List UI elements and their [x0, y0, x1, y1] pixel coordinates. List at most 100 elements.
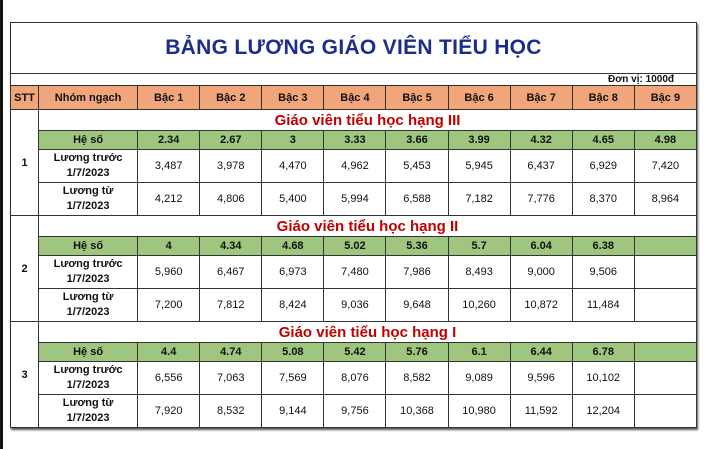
value-cell: 7,420: [633, 149, 698, 183]
value-cell: 7,920: [137, 394, 201, 428]
row-label: Lương trước 1/7/2023: [38, 255, 139, 289]
value-cell: 11,484: [571, 288, 635, 322]
value-cell: 6,929: [571, 149, 635, 183]
row-label: Hệ số: [38, 236, 139, 256]
table-row: Lương từ 1/7/2023 7,200 7,812 8,424 9,036 9,64…: [11, 288, 698, 322]
left-edge: [0, 0, 3, 449]
value-cell: 8,370: [571, 182, 635, 216]
value-cell: 9,036: [323, 288, 387, 322]
row-label: Lương từ 1/7/2023: [38, 288, 139, 322]
value-cell: 2.34: [137, 130, 201, 150]
value-cell: 9,648: [385, 288, 449, 322]
value-cell: 10,980: [447, 394, 511, 428]
value-cell: 7,480: [323, 255, 387, 289]
row-label: Hệ số: [38, 342, 139, 362]
value-cell: 3.99: [447, 130, 511, 150]
value-cell: 7,812: [199, 288, 263, 322]
value-cell: [633, 394, 698, 428]
value-cell: 5,945: [447, 149, 511, 183]
value-cell: 6,973: [261, 255, 325, 289]
value-cell: [633, 288, 698, 322]
value-cell: 9,756: [323, 394, 387, 428]
value-cell: 7,569: [261, 361, 325, 395]
column-header: STT: [9, 85, 40, 110]
value-cell: 5,960: [137, 255, 201, 289]
value-cell: [633, 342, 698, 362]
table-row: Lương trước 1/7/2023 6,556 7,063 7,569 8,076 8…: [11, 361, 698, 395]
value-cell: 5.42: [323, 342, 387, 362]
column-header: Bậc 5: [385, 85, 449, 110]
row-label: Lương từ 1/7/2023: [38, 394, 139, 428]
value-cell: 10,368: [385, 394, 449, 428]
value-cell: 8,532: [199, 394, 263, 428]
unit-label: Đơn vị: 1000đ: [10, 73, 697, 86]
table-row: Lương trước 1/7/2023 3,487 3,978 4,470 4,962 5…: [11, 149, 698, 183]
value-cell: 9,000: [509, 255, 573, 289]
value-cell: 8,582: [385, 361, 449, 395]
value-cell: 3.33: [323, 130, 387, 150]
value-cell: 4.4: [137, 342, 201, 362]
value-cell: 6,437: [509, 149, 573, 183]
column-header: Bậc 3: [261, 85, 325, 110]
value-cell: 6.38: [571, 236, 635, 256]
value-cell: 6.78: [571, 342, 635, 362]
value-cell: 10,260: [447, 288, 511, 322]
value-cell: 6.1: [447, 342, 511, 362]
value-cell: 4.65: [571, 130, 635, 150]
page-title: BẢNG LƯƠNG GIÁO VIÊN TIỂU HỌC: [10, 22, 697, 74]
value-cell: 6,467: [199, 255, 263, 289]
value-cell: [633, 236, 698, 256]
stt-cell: 1: [9, 109, 40, 216]
value-cell: [633, 255, 698, 289]
value-cell: 5,994: [323, 182, 387, 216]
group-title: Giáo viên tiểu học hạng II: [38, 215, 697, 237]
value-cell: 4.74: [199, 342, 263, 362]
value-cell: 6.44: [509, 342, 573, 362]
stt-cell: 2: [9, 215, 40, 322]
value-cell: 4,806: [199, 182, 263, 216]
table-row: Lương từ 1/7/2023 4,212 4,806 5,400 5,994 6,58…: [11, 182, 698, 216]
row-label: Lương trước 1/7/2023: [38, 149, 139, 183]
value-cell: 6.04: [509, 236, 573, 256]
value-cell: 9,144: [261, 394, 325, 428]
value-cell: 3.66: [385, 130, 449, 150]
table-row: Lương trước 1/7/2023 5,960 6,467 6,973 7,480 7…: [11, 255, 698, 289]
salary-table: BẢNG LƯƠNG GIÁO VIÊN TIỂU HỌC Đơn vị: 10…: [9, 22, 698, 428]
value-cell: 5,453: [385, 149, 449, 183]
table-row: Hệ số 4 4.34 4.68 5.02 5.36 5.7 6.04 6.38: [11, 236, 698, 256]
column-header: Bậc 1: [137, 85, 201, 110]
value-cell: 7,200: [137, 288, 201, 322]
value-cell: 6,588: [385, 182, 449, 216]
table-row: Hệ số 4.4 4.74 5.08 5.42 5.76 6.1 6.44 6.78: [11, 342, 698, 362]
value-cell: 12,204: [571, 394, 635, 428]
value-cell: 6,556: [137, 361, 201, 395]
value-cell: 4,212: [137, 182, 201, 216]
value-cell: 9,089: [447, 361, 511, 395]
column-header: Nhóm ngạch: [38, 85, 139, 110]
value-cell: 7,063: [199, 361, 263, 395]
table-row: Hệ số 2.34 2.67 3 3.33 3.66 3.99 4.32 4.65 4.98: [11, 130, 698, 150]
value-cell: 4,962: [323, 149, 387, 183]
value-cell: 5,400: [261, 182, 325, 216]
value-cell: 5.08: [261, 342, 325, 362]
value-cell: 7,986: [385, 255, 449, 289]
value-cell: 8,424: [261, 288, 325, 322]
value-cell: 7,182: [447, 182, 511, 216]
group-title: Giáo viên tiểu học hạng III: [38, 109, 697, 131]
value-cell: 3,978: [199, 149, 263, 183]
value-cell: 4,470: [261, 149, 325, 183]
value-cell: 10,102: [571, 361, 635, 395]
value-cell: 2.67: [199, 130, 263, 150]
value-cell: 5.02: [323, 236, 387, 256]
group-title: Giáo viên tiểu học hạng I: [38, 321, 697, 343]
column-header: Bậc 2: [199, 85, 263, 110]
value-cell: [633, 361, 698, 395]
value-cell: 5.7: [447, 236, 511, 256]
value-cell: 3,487: [137, 149, 201, 183]
value-cell: 4.98: [633, 130, 698, 150]
column-header: Bậc 6: [447, 85, 511, 110]
value-cell: 9,596: [509, 361, 573, 395]
value-cell: 10,872: [509, 288, 573, 322]
row-label: Hệ số: [38, 130, 139, 150]
value-cell: 8,964: [633, 182, 698, 216]
